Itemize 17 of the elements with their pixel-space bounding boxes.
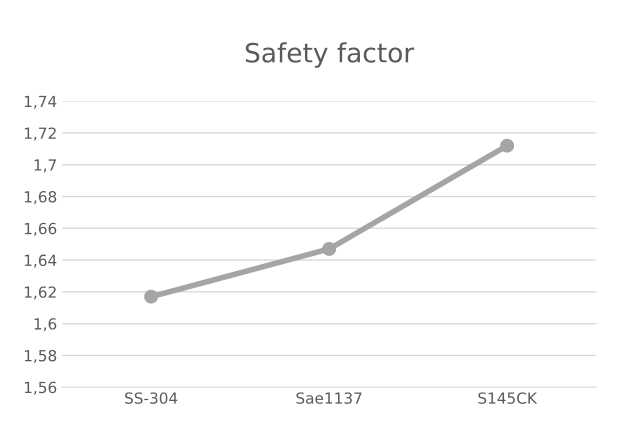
- y-tick-label: 1,7: [34, 159, 56, 172]
- y-tick-label: 1,56: [24, 382, 56, 395]
- x-tick-label: S145CK: [478, 392, 538, 404]
- point: [322, 242, 336, 256]
- y-tick-label: 1,62: [24, 286, 56, 300]
- y-tick-label: 1,74: [24, 96, 56, 109]
- x-tick-label: SS-304: [125, 392, 178, 404]
- y-tick-label: 1,72: [24, 127, 56, 141]
- chart-title: Safety factor: [246, 42, 414, 68]
- y-tick-label: 1,58: [24, 350, 56, 364]
- y-tick-label: 1,6: [34, 318, 56, 332]
- point: [144, 290, 158, 304]
- x-tick-label: Sae1137: [296, 392, 362, 404]
- y-tick-label: 1,64: [24, 254, 56, 268]
- point: [500, 138, 514, 153]
- y-tick-label: 1,66: [24, 222, 56, 236]
- y-tick-label: 1,68: [24, 191, 56, 204]
